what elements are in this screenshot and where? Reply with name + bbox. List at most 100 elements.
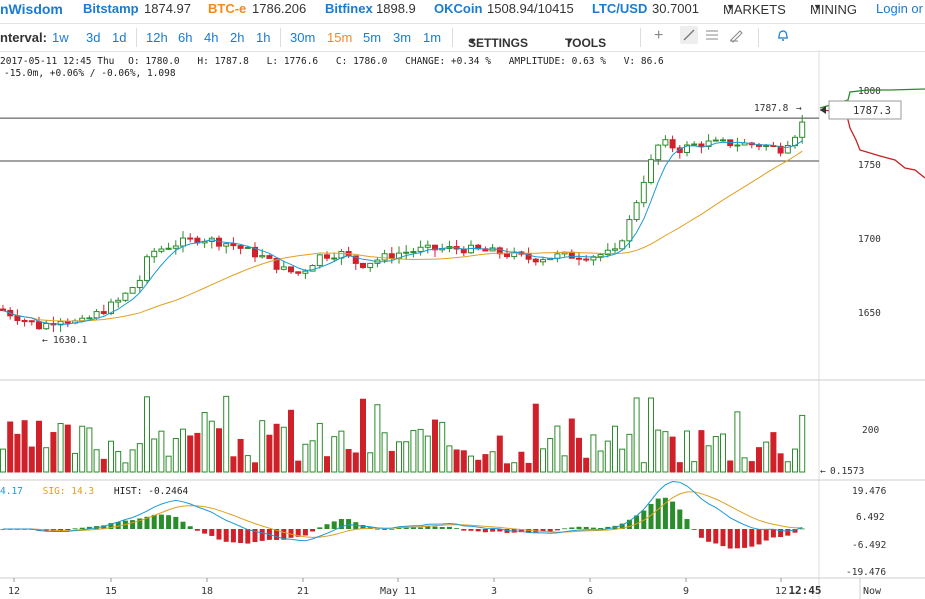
ticker-ltcusd-price: 30.7001 <box>652 1 699 16</box>
price-tick: 1700 <box>858 234 881 245</box>
ticker-ltcusd-name[interactable]: LTC/USD <box>592 1 648 16</box>
candle-body <box>122 292 129 301</box>
macd-sig-value: 14.3 <box>71 486 95 497</box>
volume-bar <box>784 461 791 473</box>
macd-histogram-bar <box>144 516 150 529</box>
volume-bar <box>453 449 460 473</box>
candle-body <box>396 252 402 260</box>
volume-bar <box>86 427 93 473</box>
volume-bar <box>396 441 402 473</box>
macd-histogram-bar <box>540 529 546 532</box>
hlines-icon[interactable] <box>704 27 720 46</box>
candle-body <box>223 243 230 247</box>
interval-30m[interactable]: 30m <box>290 30 316 45</box>
volume-bar <box>662 431 669 473</box>
volume-bar <box>432 419 438 473</box>
candle-body <box>64 320 71 324</box>
volume-bar <box>144 396 150 473</box>
interval-5m[interactable]: 5m <box>363 30 382 45</box>
macd-histogram-bar <box>101 525 107 529</box>
interval-6h[interactable]: 6h <box>178 30 193 45</box>
macd-histogram-bar <box>403 526 409 529</box>
volume-bar <box>748 461 755 473</box>
interval-3d[interactable]: 3d <box>86 30 101 45</box>
candle-body <box>439 248 446 251</box>
volume-bar <box>201 412 208 473</box>
ticker-btce-name[interactable]: BTC-e <box>208 1 247 16</box>
candle-body <box>482 248 489 252</box>
macd-histogram-bar <box>648 503 654 529</box>
candle-body <box>187 237 194 240</box>
volume-bar <box>151 438 158 473</box>
candle-body <box>259 255 266 258</box>
brand-logo[interactable]: nWisdom <box>0 1 63 17</box>
interval-15m[interactable]: 15m <box>327 30 353 45</box>
macd-histogram-bar <box>259 529 265 541</box>
ohlc-change: +0.34 % <box>450 56 491 67</box>
volume-bar <box>691 461 698 473</box>
macd-histogram-bar <box>281 529 287 540</box>
candle-body <box>583 258 590 261</box>
interval-1h[interactable]: 1h <box>256 30 271 45</box>
candle-body <box>504 253 510 258</box>
candle-body <box>72 320 78 324</box>
interval-12h[interactable]: 12h <box>146 30 168 45</box>
volume-bar <box>172 437 179 473</box>
candle-body <box>784 145 791 154</box>
interval-1w[interactable]: 1w <box>52 30 69 45</box>
volume-bar <box>108 440 114 473</box>
crosshair-icon[interactable]: + <box>654 27 664 44</box>
interval-4h[interactable]: 4h <box>204 30 219 45</box>
macd-histogram-bar <box>0 529 6 530</box>
hlines-icon-glyph <box>706 30 718 40</box>
macd-histogram-bar <box>612 525 618 529</box>
candle-body <box>568 251 575 259</box>
candle-body <box>612 248 618 251</box>
candle-body <box>561 251 568 255</box>
macd-histogram-bar <box>626 519 632 529</box>
volume-bar <box>640 462 647 473</box>
candle-body <box>367 262 374 268</box>
macd-histogram-bar <box>216 529 222 540</box>
volume-bar <box>338 430 345 473</box>
ticker-bitstamp-name[interactable]: Bitstamp <box>83 1 139 16</box>
macd-histogram-bar <box>346 519 352 529</box>
candle-body <box>720 139 726 142</box>
toolbar-divider <box>136 28 137 47</box>
candle-body <box>201 240 208 244</box>
candle-body <box>158 248 165 252</box>
price-axis: 1650 1700 1750 1800 <box>858 86 881 319</box>
macd-histogram-bar <box>706 529 712 542</box>
candle-body <box>532 258 539 263</box>
candle-body <box>453 246 460 250</box>
line-icon[interactable] <box>680 26 698 44</box>
macd-histogram-bar <box>353 522 359 529</box>
volume-bar <box>79 425 86 473</box>
candle-body <box>165 247 172 250</box>
macd-histogram-bar <box>590 527 596 529</box>
interval-3m[interactable]: 3m <box>393 30 412 45</box>
macd-tick-1: 6.492 <box>856 512 885 523</box>
login-link[interactable]: Login or <box>876 1 923 16</box>
interval-2h[interactable]: 2h <box>230 30 245 45</box>
ticker-okcoin-name[interactable]: OKCoin <box>434 1 483 16</box>
interval-1d[interactable]: 1d <box>112 30 127 45</box>
ticker-btce-price: 1786.206 <box>252 1 307 16</box>
macd-histogram-bar <box>720 529 726 547</box>
volume-bar <box>554 425 561 473</box>
pen-icon[interactable] <box>728 27 744 46</box>
volume-bar <box>288 409 294 473</box>
candle-body <box>338 251 345 259</box>
ticker-bitfinex-name[interactable]: Bitfinex <box>325 1 373 16</box>
macd-histogram-bar <box>310 529 316 532</box>
interval-1m[interactable]: 1m <box>423 30 442 45</box>
alert-icon[interactable] <box>775 27 791 46</box>
volume-bar <box>122 462 129 473</box>
macd-histogram-bar <box>468 529 474 531</box>
volume-bar <box>316 422 323 473</box>
macd-histogram-bar <box>576 526 582 529</box>
macd-histogram-bar <box>374 528 380 530</box>
candle-body <box>424 244 431 248</box>
macd-legend: 4.17 SIG: 14.3 HIST: -0.2464 <box>0 486 188 497</box>
